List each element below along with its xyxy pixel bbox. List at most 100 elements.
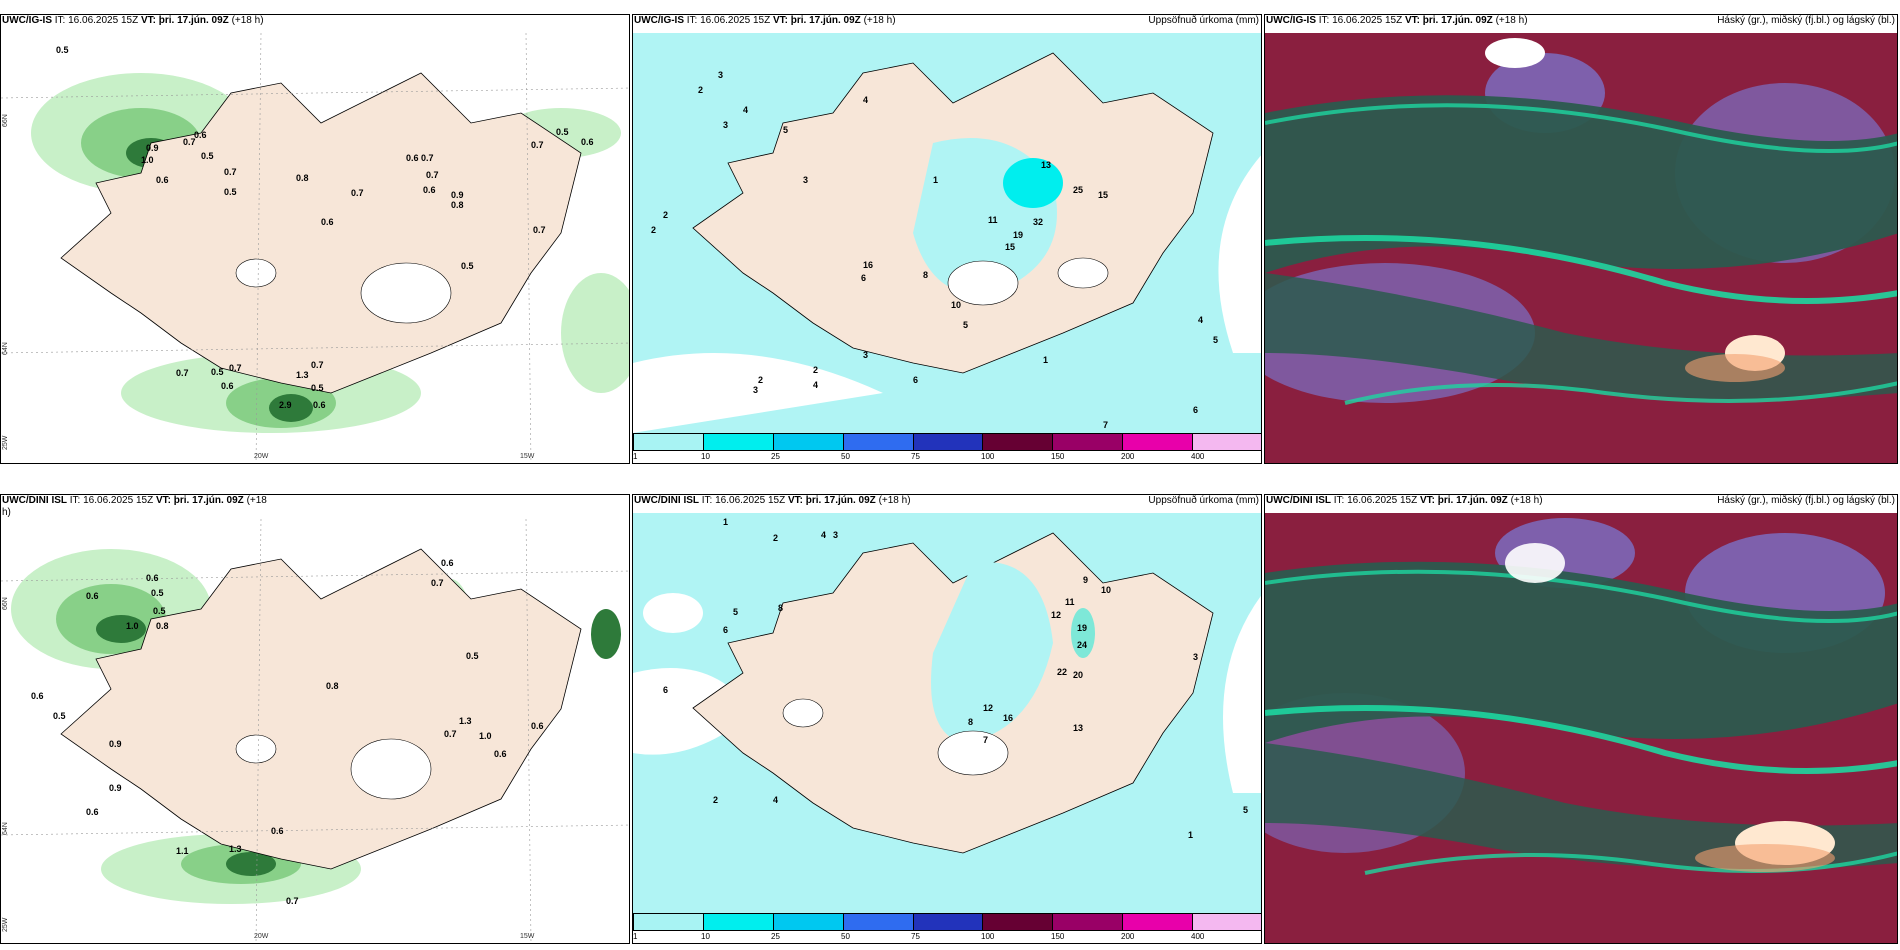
precip-value: 2: [713, 795, 718, 805]
colorbar-swatch: [773, 914, 844, 930]
panel-title: UWC/DINI ISL IT: 16.06.2025 15Z VT: þri.…: [1265, 495, 1543, 513]
precip-value: 20: [1073, 670, 1083, 680]
init-time: 16.06.2025 15Z: [1332, 15, 1403, 26]
precip-value: 2: [758, 375, 763, 385]
precip-value: 3: [863, 350, 868, 360]
wind-value: 1.1: [176, 846, 189, 856]
wind-value: 0.8: [451, 200, 464, 210]
colorbar-tick: 10: [701, 452, 710, 461]
lon-label: 20W: [254, 933, 269, 940]
precip-value: 5: [733, 607, 738, 617]
iceland-land: [60, 548, 582, 870]
wind-value: 0.6: [321, 217, 334, 227]
glacier: [947, 260, 1019, 306]
precip-value: 19: [1013, 230, 1023, 240]
precip-map: 1 2 4 3 8 5 6 9 10 11 12 19 24 22 20 13 …: [633, 513, 1261, 913]
precip-core: [1003, 158, 1063, 208]
wind-value: 1.3: [229, 844, 242, 854]
wind-value: 0.5: [461, 261, 474, 271]
precip-value: 3: [803, 175, 808, 185]
it-label: IT:: [701, 495, 713, 506]
it-label: IT:: [54, 15, 66, 26]
precip-value: 1: [1188, 830, 1193, 840]
precip-value: 24: [1077, 640, 1087, 650]
no-precip-area: [1223, 595, 1261, 793]
lon-label: 20W: [254, 453, 269, 460]
panel-right-title: Uppsöfnuð úrkoma (mm): [1148, 15, 1259, 26]
model-name: UWC/IG-IS: [1266, 15, 1316, 26]
precip-area: [931, 562, 1053, 743]
wind-value: 0.6: [86, 807, 99, 817]
precip-value: 6: [663, 685, 668, 695]
wind-value: 0.6: [86, 591, 99, 601]
glacier: [360, 262, 452, 324]
precip-value: 1: [1043, 355, 1048, 365]
colorbar-tick: 200: [1121, 452, 1135, 461]
precip-colorbar: [633, 913, 1261, 931]
vt-label: VT:: [140, 15, 156, 26]
lead-time: (+18 h): [231, 15, 264, 26]
model-name: UWC/IG-IS: [2, 15, 52, 26]
precip-value: 3: [723, 120, 728, 130]
wind-value: 0.6: [423, 185, 436, 195]
precip-value: 4: [813, 380, 818, 390]
precip-value: 7: [983, 735, 988, 745]
wind-value: 0.9: [451, 190, 464, 200]
wind-value: 0.6: [156, 175, 169, 185]
wind-value: 1.0: [141, 155, 154, 165]
colorbar-tick: 1: [633, 932, 638, 941]
colorbar-swatch: [843, 434, 914, 450]
init-time: 16.06.2025 15Z: [700, 15, 771, 26]
precip-value: 1: [723, 517, 728, 527]
precip-value: 19: [1077, 623, 1087, 633]
model-name: UWC/DINI ISL: [1266, 495, 1331, 506]
colorbar-swatch: [1053, 434, 1124, 450]
precip-value: 13: [1073, 723, 1083, 733]
precip-value: 11: [988, 215, 998, 225]
valid-time: þri. 17.jún. 09Z: [158, 15, 229, 26]
it-label: IT:: [1318, 15, 1330, 26]
precip-value: 16: [1003, 713, 1013, 723]
lon-label-left: 25W: [2, 435, 9, 450]
wind-value: 0.9: [109, 783, 122, 793]
wind-value: 0.6: [581, 137, 594, 147]
lon-label: 15W: [520, 933, 535, 940]
colorbar-swatch: [634, 434, 704, 450]
lead-time: (+18 h): [1510, 495, 1543, 506]
precip-value: 5: [1213, 335, 1218, 345]
wind-map: 0.5 0.9 1.0 0.6 0.7 0.6 0.5 0.7 0.5 0.8 …: [1, 33, 629, 463]
vt-label: VT:: [1404, 15, 1420, 26]
precip-value: 2: [663, 210, 668, 220]
glacier: [1057, 257, 1109, 289]
it-label: IT:: [686, 15, 698, 26]
colorbar-swatch: [1193, 914, 1261, 930]
lat-label: 64N: [2, 342, 9, 355]
wind-value: 0.6: [313, 400, 326, 410]
precip-value: 4: [743, 105, 748, 115]
graticule: [1, 519, 629, 943]
precip-value: 4: [821, 530, 826, 540]
model-name: UWC/IG-IS: [634, 15, 684, 26]
colorbar-swatch: [913, 434, 984, 450]
wind-value: 0.5: [56, 45, 69, 55]
init-time: 16.06.2025 15Z: [83, 495, 154, 506]
wind-value: 0.9: [109, 739, 122, 749]
lead-time: (+18 h): [878, 495, 911, 506]
colorbar-swatch: [773, 434, 844, 450]
wind-value: 1.3: [296, 370, 309, 380]
wind-value: 0.6: [406, 153, 419, 163]
precip-value: 4: [773, 795, 778, 805]
colorbar-tick: 75: [911, 932, 920, 941]
panel-right-title: Háský (gr.), miðský (fj.bl.) og lágský (…: [1717, 495, 1895, 506]
precip-value: 13: [1041, 160, 1051, 170]
wind-value: 0.7: [444, 729, 457, 739]
valid-time: þri. 17.jún. 09Z: [805, 495, 876, 506]
wind-value: 0.7: [224, 167, 237, 177]
colorbar-swatch: [913, 914, 984, 930]
precip-value: 6: [1193, 405, 1198, 415]
colorbar-tick: 400: [1191, 452, 1205, 461]
wind-value: 0.5: [201, 151, 214, 161]
wind-value: 0.7: [426, 170, 439, 180]
lead-time-wrap: h): [2, 507, 11, 518]
wind-value: 0.8: [156, 621, 169, 631]
